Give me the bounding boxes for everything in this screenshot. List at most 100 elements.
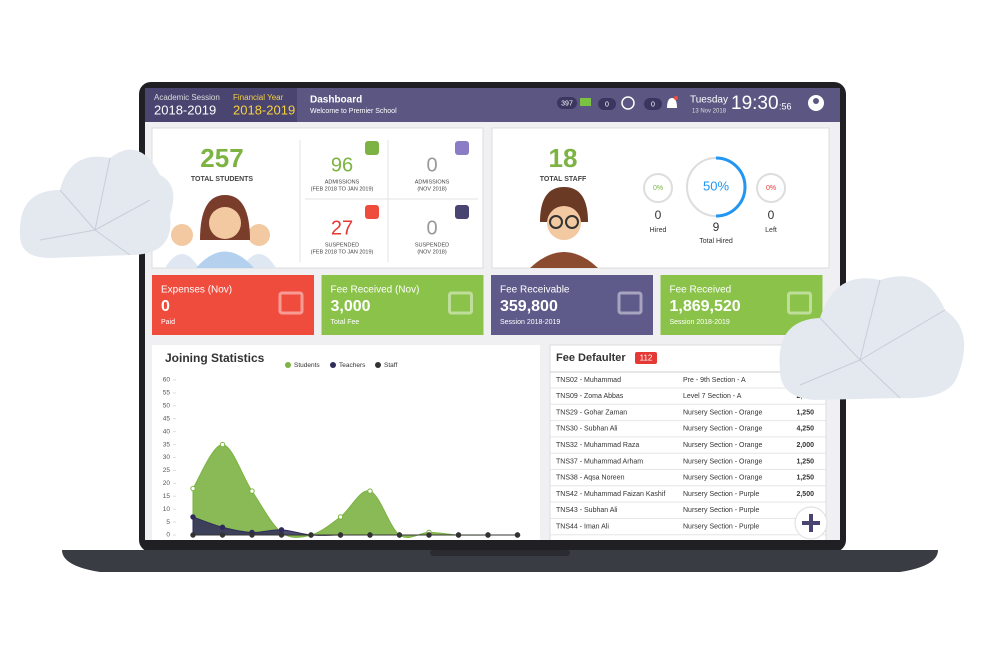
ring: [756, 173, 786, 203]
data-point: [190, 514, 196, 520]
data-point: [249, 488, 255, 494]
students-total: 257: [200, 143, 243, 173]
student-cell: TNS30 - Subhan Ali: [556, 426, 618, 433]
stat-label: SUSPENDED: [415, 242, 449, 248]
tile-caption: Paid: [161, 319, 175, 326]
student-cell: TNS09 - Zoma Abbas: [556, 393, 624, 400]
amount-cell: 4,250: [796, 426, 814, 433]
defaulter-panel: [549, 344, 827, 540]
badge-bg: [598, 98, 616, 110]
amount-cell: 2,000: [796, 442, 814, 449]
badge-bg: [644, 98, 662, 110]
staff-value: 0: [768, 208, 775, 222]
page-title: Dashboard: [310, 95, 362, 106]
data-point: [485, 532, 491, 538]
tile-caption: Total Fee: [331, 319, 360, 326]
class-cell: Nursery Section - Purple: [683, 491, 759, 498]
students-card: [151, 127, 484, 269]
page-subtitle: Welcome to Premier School: [310, 108, 397, 115]
stat-value: 0: [426, 154, 437, 176]
stat-period: (FEB 2018 TO JAN 2019): [311, 186, 374, 192]
data-point: [455, 532, 462, 538]
badge[interactable]: 397: [561, 100, 573, 107]
academic-year: 2018-2019: [154, 102, 216, 117]
staff-label: Hired: [650, 227, 667, 234]
y-tick-label: 10: [163, 506, 171, 513]
tile-value: 1,869,520: [670, 298, 741, 315]
badge[interactable]: 0: [605, 101, 609, 108]
staff-value: 9: [713, 220, 720, 234]
cloud-left: [19, 149, 174, 258]
data-point: [219, 524, 226, 530]
y-tick-label: 30: [163, 454, 171, 461]
stat-icon: [365, 141, 379, 155]
kpi-tile: [321, 275, 484, 335]
mail-icon[interactable]: [580, 98, 591, 106]
students-illustration: [165, 195, 276, 268]
stat-label: SUSPENDED: [325, 242, 359, 248]
student-cell: TNS02 - Muhammad: [556, 377, 621, 384]
class-cell: Nursery Section - Orange: [683, 475, 762, 482]
academic-label: Academic Session: [154, 93, 220, 102]
staff-label: Total Hired: [699, 238, 733, 245]
data-point: [190, 532, 196, 538]
student-cell: TNS42 - Muhammad Faizan Kashif: [556, 491, 665, 498]
kpi-tile: [152, 275, 314, 335]
y-tick-label: 25: [163, 467, 171, 474]
tile-title: Fee Received (Nov): [331, 285, 420, 296]
amount-cell: 2,500: [796, 491, 814, 498]
amount-cell: 1,250: [796, 458, 814, 465]
stat-icon: [365, 205, 379, 219]
tile-icon: [617, 291, 643, 315]
y-tick-label: 20: [163, 480, 171, 487]
stat-value: 96: [331, 154, 353, 176]
ring: [643, 173, 673, 203]
staff-label: Left: [765, 227, 777, 234]
legend-label: Staff: [384, 362, 397, 369]
student-cell: TNS32 - Muhammad Raza: [556, 442, 639, 449]
y-tick-label: 55: [163, 390, 171, 397]
stat-period: (FEB 2018 TO JAN 2019): [311, 249, 374, 255]
amount-cell: 1,250: [796, 475, 814, 482]
data-point: [396, 532, 403, 538]
legend-swatch: [375, 362, 381, 368]
class-cell: Nursery Section - Purple: [683, 507, 759, 514]
date: 13 Nov 2018: [692, 109, 727, 115]
stat-label: ADMISSIONS: [325, 179, 360, 185]
tile-value: 3,000: [331, 298, 371, 315]
data-point: [337, 514, 344, 520]
data-point: [367, 532, 373, 538]
bell-icon[interactable]: [667, 98, 677, 108]
y-tick-label: 5: [166, 519, 170, 526]
y-tick-label: 40: [163, 428, 171, 435]
student-cell: TNS43 - Subhan Ali: [556, 507, 618, 514]
tile-icon: [787, 291, 812, 315]
laptop-base: [62, 550, 938, 572]
stat-icon: [455, 141, 469, 155]
y-tick-label: 60: [163, 377, 171, 384]
defaulter-title: Fee Defaulter: [556, 352, 626, 364]
bell-dot: [674, 96, 678, 100]
staff-percent: 0%: [653, 185, 663, 192]
badge[interactable]: 0: [651, 101, 655, 108]
tile-value: 0: [161, 298, 170, 315]
defaulter-count: 112: [640, 354, 653, 363]
student-cell: TNS29 - Gohar Zaman: [556, 409, 627, 416]
day: Tuesday: [690, 95, 728, 106]
staff-total: 18: [549, 143, 578, 173]
tile-caption: Session 2018-2019: [670, 319, 730, 326]
student-cell: TNS38 - Aqsa Noreen: [556, 475, 625, 482]
financial-label: Financial Year: [233, 93, 284, 102]
y-tick-label: 35: [163, 441, 171, 448]
chat-icon[interactable]: [621, 96, 635, 110]
data-point: [219, 532, 226, 538]
data-point: [190, 485, 196, 492]
avatar-head: [813, 98, 819, 104]
badge-bg: [557, 97, 577, 109]
class-cell: Level 7 Section - A: [683, 393, 742, 400]
data-point: [249, 532, 255, 538]
kpi-tile: [491, 275, 653, 335]
laptop-notch: [430, 550, 570, 556]
